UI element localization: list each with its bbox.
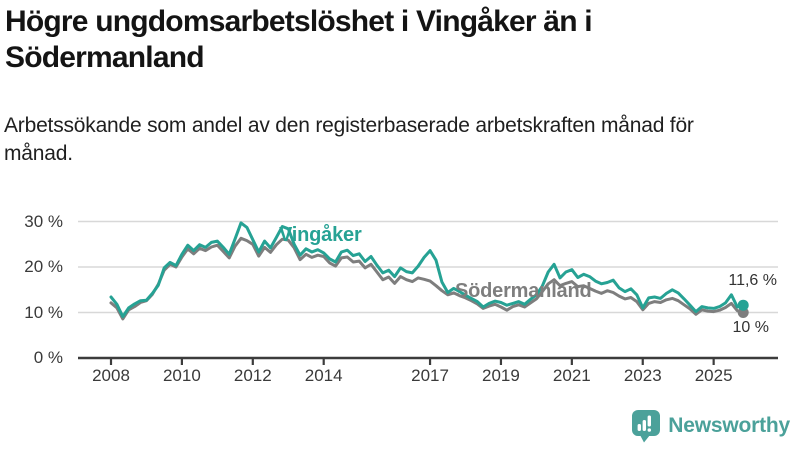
chart-subtitle: Arbetssökande som andel av den registerb… — [4, 114, 694, 165]
series-label-södermanland: Södermanland — [455, 280, 592, 302]
x-tick-label: 2019 — [482, 366, 520, 385]
x-tick-label: 2017 — [411, 366, 449, 385]
series-label-vingåker: Vingåker — [279, 224, 362, 246]
y-tick-label: 10 % — [24, 302, 63, 322]
x-tick-label: 2012 — [233, 366, 272, 385]
page-title: Högre ungdomsarbetslöshet i Vingåker än … — [5, 5, 593, 74]
end-value-label-vingåker: 11,6 % — [728, 272, 777, 289]
y-tick-label: 20 % — [24, 257, 63, 276]
series-line-södermanland — [109, 236, 745, 321]
x-tick-label: 2014 — [304, 366, 343, 385]
newsworthy-logo: Newsworthy — [631, 409, 790, 443]
y-tick-label: 30 % — [24, 211, 63, 231]
end-dot-vingåker — [737, 299, 749, 311]
x-tick-label: 2008 — [92, 366, 130, 385]
x-tick-label: 2023 — [623, 366, 662, 385]
y-tick-label: 0 % — [33, 348, 63, 367]
x-tick-label: 2025 — [694, 366, 733, 385]
newsworthy-wordmark: Newsworthy — [668, 414, 790, 437]
newsworthy-icon — [632, 410, 661, 443]
x-tick-label: 2010 — [162, 366, 201, 385]
end-value-label-södermanland: 10 % — [732, 319, 769, 336]
series-line-vingåker — [109, 221, 745, 319]
x-tick-label: 2021 — [552, 366, 591, 385]
